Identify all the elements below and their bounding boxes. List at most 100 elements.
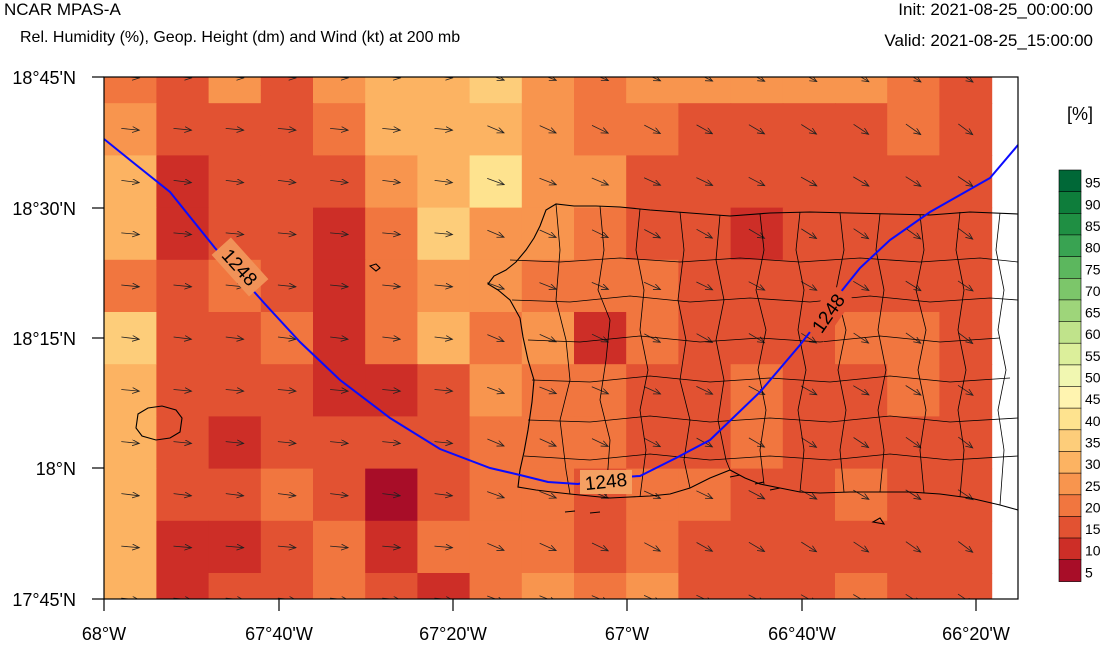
wind-arrow [382,180,400,182]
wind-arrow [330,128,348,130]
wind-arrow [539,438,556,446]
colorbar-label: 60 [1085,326,1101,342]
colorbar-swatch [1058,559,1082,582]
x-axis-ticks [103,599,977,611]
wind-arrow [643,281,660,289]
humidity-cell [104,77,157,104]
wind-arrow [487,334,504,342]
wind-arrow [696,386,712,394]
wind-arrow [434,285,453,287]
wind-arrow [434,390,453,392]
wind-arrow [905,541,921,552]
wind-arrow [382,442,400,444]
wind-arrow [121,285,139,287]
lon-label: 67°20'W [419,624,487,644]
wind-arrow [487,125,504,133]
y-axis-ticks [92,76,104,600]
humidity-cell [104,364,105,417]
colorbar-label: 35 [1085,434,1101,450]
colorbar-swatch [1058,472,1082,496]
humidity-cell [521,77,575,104]
wind-arrow [382,390,400,392]
colorbar-label: 55 [1085,348,1101,364]
wind-arrow [696,124,713,134]
wind-arrow [121,494,139,496]
wind-arrow [434,180,453,182]
colorbar-swatch [1058,299,1082,323]
colorbar-swatch [1058,321,1082,344]
wind-arrow [277,128,296,130]
wind-arrow [591,438,608,447]
wind-arrow [487,178,504,184]
colorbar-swatch [1058,386,1082,409]
colorbar-swatch [1058,516,1082,539]
wind-arrow [958,541,972,553]
humidity-cell [417,77,471,104]
wind-arrow [748,228,765,238]
wind-arrow [591,229,608,238]
wind-arrow [121,390,139,392]
wind-arrow [121,180,139,182]
colorbar-swatch [1058,364,1082,388]
wind-arrow [957,384,973,395]
wind-arrow [277,390,296,392]
colorbar-label: 90 [1085,196,1101,212]
humidity-cell [260,77,314,104]
lon-label: 67°W [605,624,649,644]
wind-arrow [225,442,244,444]
wind-arrow [957,593,973,599]
humidity-cell [835,625,888,647]
wind-arrow [173,128,192,130]
wind-arrow [487,438,504,446]
humidity-cell [208,77,262,104]
humidity-cell [365,625,418,647]
colorbar-swatch [1058,494,1082,517]
wind-arrow [853,176,869,186]
wind-arrow [173,390,192,392]
wind-arrow [277,285,296,287]
wind-arrow [853,123,869,134]
wind-arrow [591,177,609,185]
contour-label: 1248 [584,470,628,495]
wind-arrow [748,490,765,499]
wind-arrow [225,494,244,496]
wind-arrow [748,124,765,134]
humidity-cell [104,573,157,599]
wind-arrow [643,177,660,185]
wind-arrow [696,281,712,290]
colorbar-label: 85 [1085,218,1101,234]
wind-arrow [800,385,817,395]
colorbar-label: 50 [1085,370,1101,386]
humidity-cell [835,573,888,599]
wind-arrow [330,285,348,287]
colorbar-label: 30 [1085,456,1101,472]
model-title: NCAR MPAS-A [4,0,121,19]
wind-arrow [748,176,765,185]
humidity-cell [887,625,940,647]
wind-arrow [591,542,608,551]
colorbar-label: 10 [1085,543,1101,559]
wind-arrow [801,124,816,135]
colorbar-label: 70 [1085,283,1101,299]
wind-arrow [173,337,192,339]
lon-label: 67°40'W [245,624,313,644]
wind-arrow [643,490,660,498]
wind-arrow [277,546,296,548]
humidity-cell [469,573,523,599]
humidity-cell [208,573,262,599]
wind-arrow [434,337,453,339]
colorbar-label: 20 [1085,499,1101,515]
wind-arrow [801,437,816,448]
chart-subtitle: Rel. Humidity (%), Geop. Height (dm) and… [20,29,461,46]
municipal-boundaries [509,203,1018,506]
wind-arrow [225,337,244,339]
wind-arrow [173,180,192,182]
colorbar-swatch [1058,256,1082,279]
wind-arrow [330,233,348,235]
wind-arrow [539,125,556,133]
colorbar-swatch [1058,277,1082,301]
wind-arrow [644,229,660,238]
lat-label: 18°45'N [12,68,76,88]
wind-arrow [277,442,296,444]
wind-arrow [905,228,921,239]
